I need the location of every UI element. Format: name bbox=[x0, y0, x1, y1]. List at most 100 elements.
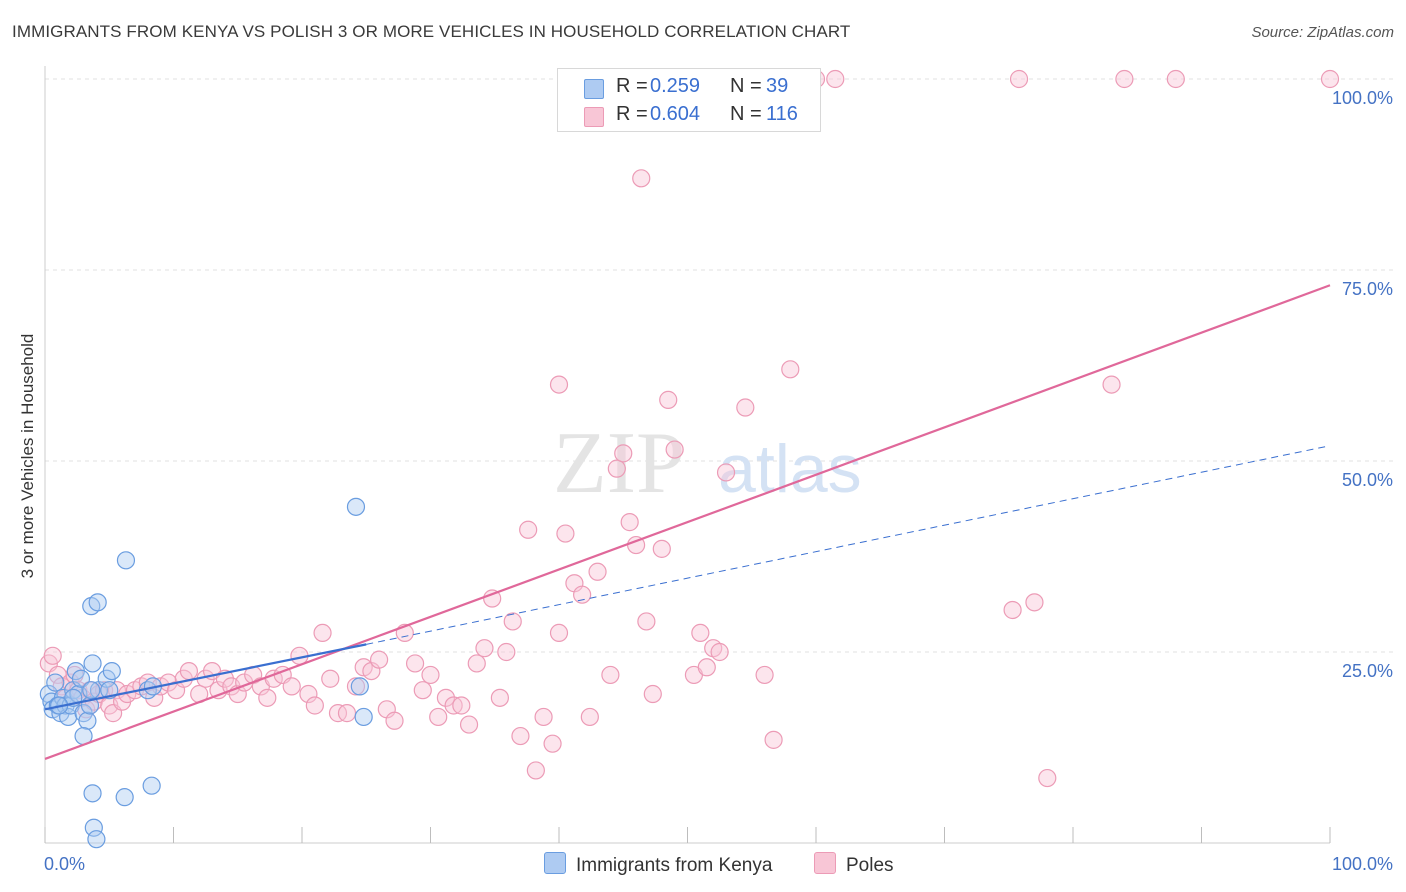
poles-point bbox=[1003, 600, 1022, 620]
poles-point bbox=[1038, 768, 1057, 788]
poles-point bbox=[483, 589, 502, 608]
poles-point bbox=[421, 665, 440, 685]
kenya-trend-line bbox=[44, 643, 367, 711]
poles-point bbox=[321, 669, 340, 688]
y-axis-label: 3 or more Vehicles in Household bbox=[18, 334, 37, 579]
kenya-point bbox=[346, 497, 366, 516]
poles-point bbox=[691, 623, 710, 643]
poles-point bbox=[620, 513, 639, 532]
poles-point bbox=[549, 623, 569, 643]
kenya-point bbox=[116, 551, 136, 570]
kenya-point bbox=[83, 784, 102, 803]
legend-r-value: 0.259 bbox=[650, 75, 701, 97]
poles-trend-line bbox=[44, 284, 1331, 760]
y-tick-label: 100.0% bbox=[1332, 88, 1393, 108]
kenya-point bbox=[88, 593, 107, 612]
poles-point bbox=[573, 585, 592, 604]
legend-r-label: R = bbox=[616, 103, 648, 125]
kenya-point bbox=[83, 654, 102, 673]
kenya-legend-swatch bbox=[544, 852, 566, 874]
trend-lines bbox=[44, 284, 1331, 760]
grid-lines bbox=[45, 78, 1394, 653]
poles-point bbox=[337, 704, 357, 723]
legend-r-label: R = bbox=[616, 75, 648, 97]
legend-n-label: N = bbox=[730, 75, 762, 97]
kenya-point bbox=[84, 818, 103, 837]
kenya-point bbox=[142, 776, 161, 795]
zipatlas-watermark: ZIP atlas bbox=[553, 415, 862, 512]
legend-n-value: 116 bbox=[766, 103, 798, 125]
poles-point bbox=[580, 707, 599, 727]
poles-point bbox=[736, 398, 755, 417]
poles-point bbox=[632, 169, 651, 188]
poles-point bbox=[436, 688, 456, 707]
poles-point bbox=[43, 646, 62, 665]
poles-point bbox=[601, 665, 620, 685]
poles-point bbox=[299, 684, 318, 704]
poles-point bbox=[1115, 69, 1134, 89]
poles-point bbox=[313, 623, 332, 643]
poles-point bbox=[346, 677, 366, 696]
poles-point bbox=[526, 761, 545, 780]
y-tick-label: 25.0% bbox=[1342, 661, 1393, 681]
kenya-point bbox=[82, 681, 101, 700]
poles-point bbox=[643, 684, 662, 704]
poles-point bbox=[710, 642, 729, 662]
poles-point bbox=[519, 520, 538, 539]
kenya-points bbox=[39, 497, 373, 849]
legend-row-kenya: R = 0.259 N = 39 bbox=[558, 73, 820, 101]
poles-point bbox=[543, 734, 562, 753]
stats-legend: R = 0.259 N = 39 R = 0.604 N = 116 bbox=[557, 68, 821, 132]
legend-n-value: 39 bbox=[766, 75, 789, 97]
kenya-point bbox=[102, 661, 121, 681]
poles-point bbox=[429, 707, 448, 727]
poles-point bbox=[1025, 593, 1044, 612]
poles-point bbox=[534, 707, 553, 727]
source-label: Source: ZipAtlas.com bbox=[1251, 24, 1394, 41]
kenya-point bbox=[78, 711, 97, 730]
poles-point bbox=[659, 390, 678, 409]
poles-point bbox=[1009, 69, 1029, 89]
bottom-legend-poles: Poles bbox=[814, 852, 894, 877]
poles-point bbox=[755, 665, 774, 685]
watermark-atlas: atlas bbox=[718, 431, 862, 507]
poles-point bbox=[282, 677, 301, 696]
poles-point bbox=[370, 650, 389, 669]
poles-point bbox=[503, 612, 522, 631]
kenya-point bbox=[115, 788, 134, 807]
kenya-trend-extension bbox=[366, 445, 1331, 645]
poles-point bbox=[614, 444, 633, 463]
poles-point bbox=[764, 730, 783, 749]
chart-title: IMMIGRANTS FROM KENYA VS POLISH 3 OR MOR… bbox=[12, 22, 851, 41]
poles-point bbox=[556, 524, 575, 543]
kenya-point bbox=[46, 673, 65, 692]
poles-point bbox=[497, 642, 516, 662]
poles-point bbox=[385, 711, 404, 730]
poles-point bbox=[452, 696, 471, 715]
poles-point bbox=[826, 69, 845, 89]
poles-point bbox=[637, 612, 656, 631]
poles-point bbox=[258, 688, 277, 707]
poles-point bbox=[413, 681, 432, 700]
poles-point bbox=[444, 696, 463, 715]
tick-labels: 25.0% 50.0% 75.0% 100.0% 0.0% 100.0% bbox=[44, 88, 1393, 874]
poles-point bbox=[1166, 69, 1185, 89]
kenya-point bbox=[87, 830, 106, 849]
poles-legend-label: Poles bbox=[846, 855, 894, 876]
poles-swatch bbox=[584, 107, 604, 127]
poles-point bbox=[1102, 375, 1121, 394]
kenya-legend-label: Immigrants from Kenya bbox=[576, 855, 773, 876]
poles-point bbox=[781, 360, 800, 379]
kenya-point bbox=[350, 677, 369, 696]
bottom-legend-kenya: Immigrants from Kenya bbox=[544, 852, 772, 877]
poles-point bbox=[179, 661, 199, 681]
poles-point bbox=[652, 539, 671, 558]
legend-n-label: N = bbox=[730, 103, 762, 125]
poles-point bbox=[490, 688, 509, 707]
kenya-point bbox=[354, 707, 373, 727]
poles-point bbox=[1320, 69, 1340, 89]
poles-point bbox=[467, 654, 486, 673]
x-tick-label: 100.0% bbox=[1332, 854, 1393, 874]
legend-row-poles: R = 0.604 N = 116 bbox=[558, 101, 820, 129]
